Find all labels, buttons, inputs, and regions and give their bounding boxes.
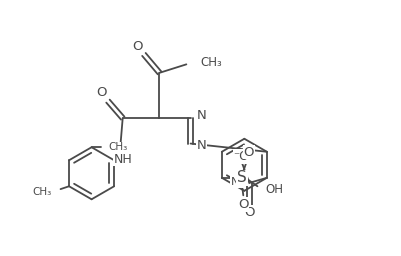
Text: CH₃: CH₃ bbox=[33, 187, 52, 197]
Text: O: O bbox=[97, 86, 107, 99]
Text: N⁺: N⁺ bbox=[231, 177, 245, 187]
Text: NH: NH bbox=[113, 153, 132, 166]
Text: S: S bbox=[237, 170, 247, 185]
Text: O: O bbox=[244, 206, 255, 219]
Text: CH₃: CH₃ bbox=[109, 142, 128, 152]
Text: N: N bbox=[197, 139, 207, 152]
Text: ⁻O: ⁻O bbox=[233, 150, 249, 163]
Text: CH₃: CH₃ bbox=[200, 56, 222, 69]
Text: O: O bbox=[244, 146, 254, 159]
Text: N: N bbox=[197, 109, 207, 122]
Text: O: O bbox=[132, 40, 143, 53]
Text: OH: OH bbox=[265, 183, 284, 196]
Text: O: O bbox=[238, 198, 249, 211]
